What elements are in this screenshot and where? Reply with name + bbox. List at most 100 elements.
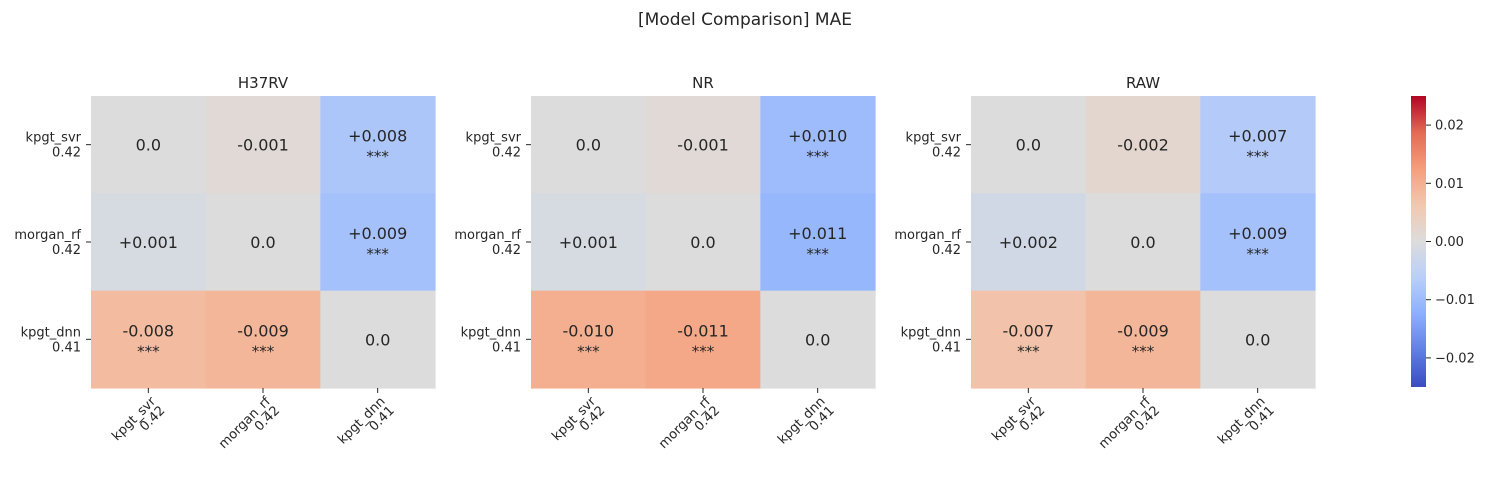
heatmap-cell bbox=[1085, 290, 1201, 389]
y-tick-label-score: 0.41 bbox=[932, 340, 961, 355]
y-tick-label-name: kpgt_svr bbox=[906, 131, 962, 146]
figure-title: [Model Comparison] MAE bbox=[638, 10, 852, 30]
heatmap-cell bbox=[760, 193, 876, 292]
cell-value-label: 0.0 bbox=[576, 136, 601, 155]
y-tick-label-score: 0.41 bbox=[52, 340, 81, 355]
cell-value-label: -0.001 bbox=[677, 136, 729, 155]
cell-value-label: -0.009 bbox=[237, 321, 289, 340]
cell-value-label: -0.008 bbox=[123, 321, 175, 340]
cell-value-label: 0.0 bbox=[250, 233, 275, 252]
heatmap-cell bbox=[205, 193, 321, 292]
heatmap-cell bbox=[971, 290, 1087, 389]
y-tick-label-name: morgan_rf bbox=[454, 228, 521, 243]
y-tick-label-score: 0.42 bbox=[52, 146, 81, 161]
significance-label: *** bbox=[1246, 245, 1269, 263]
heatmap-cell bbox=[531, 96, 647, 194]
significance-label: *** bbox=[252, 342, 275, 360]
significance-label: *** bbox=[806, 148, 829, 166]
significance-label: *** bbox=[577, 342, 600, 360]
colorbar-tick-label: −0.02 bbox=[1435, 351, 1475, 366]
y-tick-label-score: 0.42 bbox=[932, 243, 961, 258]
cell-value-label: 0.0 bbox=[1016, 136, 1041, 155]
heatmap-cell bbox=[91, 193, 207, 292]
heatmap-cell bbox=[320, 193, 436, 292]
x-tick-label: morgan_rf0.42 bbox=[1096, 394, 1163, 452]
cell-value-label: +0.001 bbox=[559, 233, 618, 252]
heatmap-cell bbox=[205, 96, 321, 194]
heatmap-panel-nr: NR 0.0 -0.001 +0.010 *** +0.001 0.0 +0.011 *** -0… bbox=[454, 74, 876, 452]
significance-label: *** bbox=[1132, 342, 1155, 360]
heatmap-cell bbox=[645, 96, 761, 194]
panel-title: NR bbox=[692, 74, 714, 92]
y-tick-label-name: kpgt_svr bbox=[466, 131, 522, 146]
heatmap-cell bbox=[1200, 290, 1316, 389]
cell-value-label: 0.0 bbox=[1130, 233, 1155, 252]
y-tick-label-score: 0.42 bbox=[492, 146, 521, 161]
cell-value-label: +0.011 bbox=[788, 224, 847, 243]
cell-value-label: 0.0 bbox=[1245, 330, 1270, 349]
cell-value-label: +0.010 bbox=[788, 127, 847, 146]
colorbar-tick-label: 0.00 bbox=[1435, 235, 1464, 250]
cell-value-label: -0.002 bbox=[1117, 136, 1169, 155]
significance-label: *** bbox=[1246, 148, 1269, 166]
heatmap-cell bbox=[531, 193, 647, 292]
y-tick-label-score: 0.42 bbox=[932, 146, 961, 161]
cell-value-label: -0.007 bbox=[1003, 321, 1055, 340]
heatmap-cell bbox=[971, 96, 1087, 194]
cell-value-label: +0.002 bbox=[999, 233, 1058, 252]
colorbar-tick-label: −0.01 bbox=[1435, 293, 1475, 308]
panel-title: H37RV bbox=[238, 74, 289, 92]
significance-label: *** bbox=[806, 245, 829, 263]
colorbar-tick-label: 0.01 bbox=[1435, 177, 1464, 192]
significance-label: *** bbox=[366, 148, 389, 166]
heatmap-cell bbox=[645, 290, 761, 389]
panel-title: RAW bbox=[1126, 74, 1160, 92]
heatmap-cell bbox=[531, 290, 647, 389]
heatmap-panel-raw: RAW 0.0 -0.002 +0.007 *** +0.002 0.0 +0.009 *** -… bbox=[894, 74, 1316, 452]
heatmap-cell bbox=[91, 96, 207, 194]
y-tick-label-name: kpgt_dnn bbox=[901, 325, 961, 340]
heatmap-cell bbox=[645, 193, 761, 292]
cell-value-label: -0.011 bbox=[677, 321, 729, 340]
y-tick-label-score: 0.41 bbox=[492, 340, 521, 355]
significance-label: *** bbox=[366, 245, 389, 263]
y-tick-label-name: kpgt_dnn bbox=[461, 325, 521, 340]
cell-value-label: +0.009 bbox=[1228, 224, 1287, 243]
heatmap-cell bbox=[1200, 96, 1316, 194]
y-tick-label-score: 0.42 bbox=[492, 243, 521, 258]
y-tick-label-name: kpgt_dnn bbox=[21, 325, 81, 340]
cell-value-label: -0.010 bbox=[563, 321, 615, 340]
cell-value-label: -0.001 bbox=[237, 136, 289, 155]
heatmap-cell bbox=[971, 193, 1087, 292]
heatmap-cell bbox=[320, 290, 436, 389]
heatmap-cell bbox=[1085, 193, 1201, 292]
significance-label: *** bbox=[137, 342, 160, 360]
heatmap-panel-h37rv: H37RV 0.0 -0.001 +0.008 *** +0.001 0.0 +0.009 **… bbox=[14, 74, 436, 452]
x-tick-label: morgan_rf0.42 bbox=[216, 394, 283, 452]
heatmap-cell bbox=[760, 96, 876, 194]
cell-value-label: 0.0 bbox=[365, 330, 390, 349]
cell-value-label: 0.0 bbox=[805, 330, 830, 349]
heatmap-cell bbox=[320, 96, 436, 194]
y-tick-label-score: 0.42 bbox=[52, 243, 81, 258]
cell-value-label: +0.009 bbox=[348, 224, 407, 243]
heatmap-cell bbox=[760, 290, 876, 389]
significance-label: *** bbox=[692, 342, 715, 360]
cell-value-label: 0.0 bbox=[690, 233, 715, 252]
cell-value-label: +0.008 bbox=[348, 127, 407, 146]
x-tick-label: morgan_rf0.42 bbox=[656, 394, 723, 452]
cell-value-label: +0.007 bbox=[1228, 127, 1287, 146]
y-tick-label-name: morgan_rf bbox=[894, 228, 961, 243]
cell-value-label: +0.001 bbox=[119, 233, 178, 252]
significance-label: *** bbox=[1017, 342, 1040, 360]
y-tick-label-name: kpgt_svr bbox=[26, 131, 82, 146]
cell-value-label: 0.0 bbox=[136, 136, 161, 155]
